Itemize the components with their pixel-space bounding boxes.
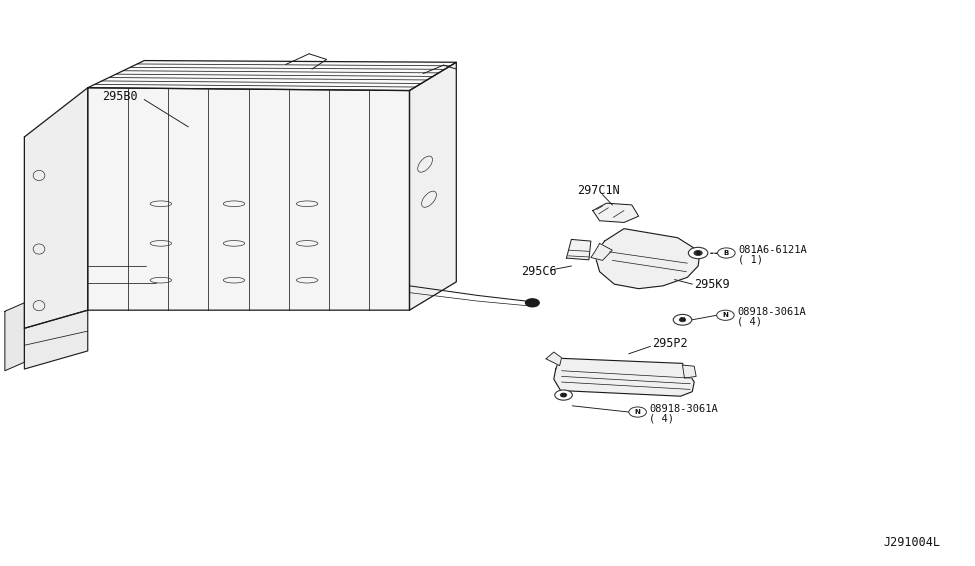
Circle shape bbox=[718, 248, 735, 258]
Polygon shape bbox=[88, 61, 456, 91]
Circle shape bbox=[555, 390, 572, 400]
Text: J291004L: J291004L bbox=[884, 536, 941, 549]
Polygon shape bbox=[410, 62, 456, 310]
Text: 08918-3061A: 08918-3061A bbox=[649, 404, 719, 414]
Circle shape bbox=[717, 310, 734, 320]
Text: 295P2: 295P2 bbox=[652, 337, 688, 350]
Circle shape bbox=[680, 318, 685, 321]
Circle shape bbox=[694, 251, 702, 255]
Text: 297C1N: 297C1N bbox=[577, 185, 620, 197]
Text: N: N bbox=[722, 312, 728, 318]
Polygon shape bbox=[546, 352, 562, 366]
Polygon shape bbox=[24, 310, 88, 369]
Polygon shape bbox=[682, 365, 696, 378]
Text: 08918-3061A: 08918-3061A bbox=[737, 307, 806, 318]
Polygon shape bbox=[593, 203, 639, 222]
Text: 295B0: 295B0 bbox=[102, 91, 138, 103]
Circle shape bbox=[561, 393, 566, 397]
Polygon shape bbox=[5, 303, 24, 371]
Polygon shape bbox=[24, 88, 88, 328]
Circle shape bbox=[526, 299, 539, 307]
Text: 295K9: 295K9 bbox=[694, 278, 730, 290]
Text: N: N bbox=[561, 393, 566, 397]
Text: N: N bbox=[680, 318, 685, 322]
Text: B: B bbox=[723, 250, 729, 256]
Polygon shape bbox=[591, 243, 612, 260]
Text: 295C6: 295C6 bbox=[522, 265, 558, 278]
Polygon shape bbox=[595, 229, 700, 289]
Circle shape bbox=[673, 315, 692, 325]
Polygon shape bbox=[566, 239, 591, 260]
Text: 081A6-6121A: 081A6-6121A bbox=[738, 245, 807, 255]
Text: ( 4): ( 4) bbox=[649, 413, 675, 423]
Text: B: B bbox=[696, 251, 700, 255]
Circle shape bbox=[688, 247, 708, 259]
Polygon shape bbox=[554, 358, 694, 396]
Text: N: N bbox=[635, 409, 641, 415]
Circle shape bbox=[629, 407, 646, 417]
Polygon shape bbox=[88, 88, 409, 310]
Text: ( 4): ( 4) bbox=[737, 316, 762, 327]
Text: ( 1): ( 1) bbox=[738, 254, 763, 264]
